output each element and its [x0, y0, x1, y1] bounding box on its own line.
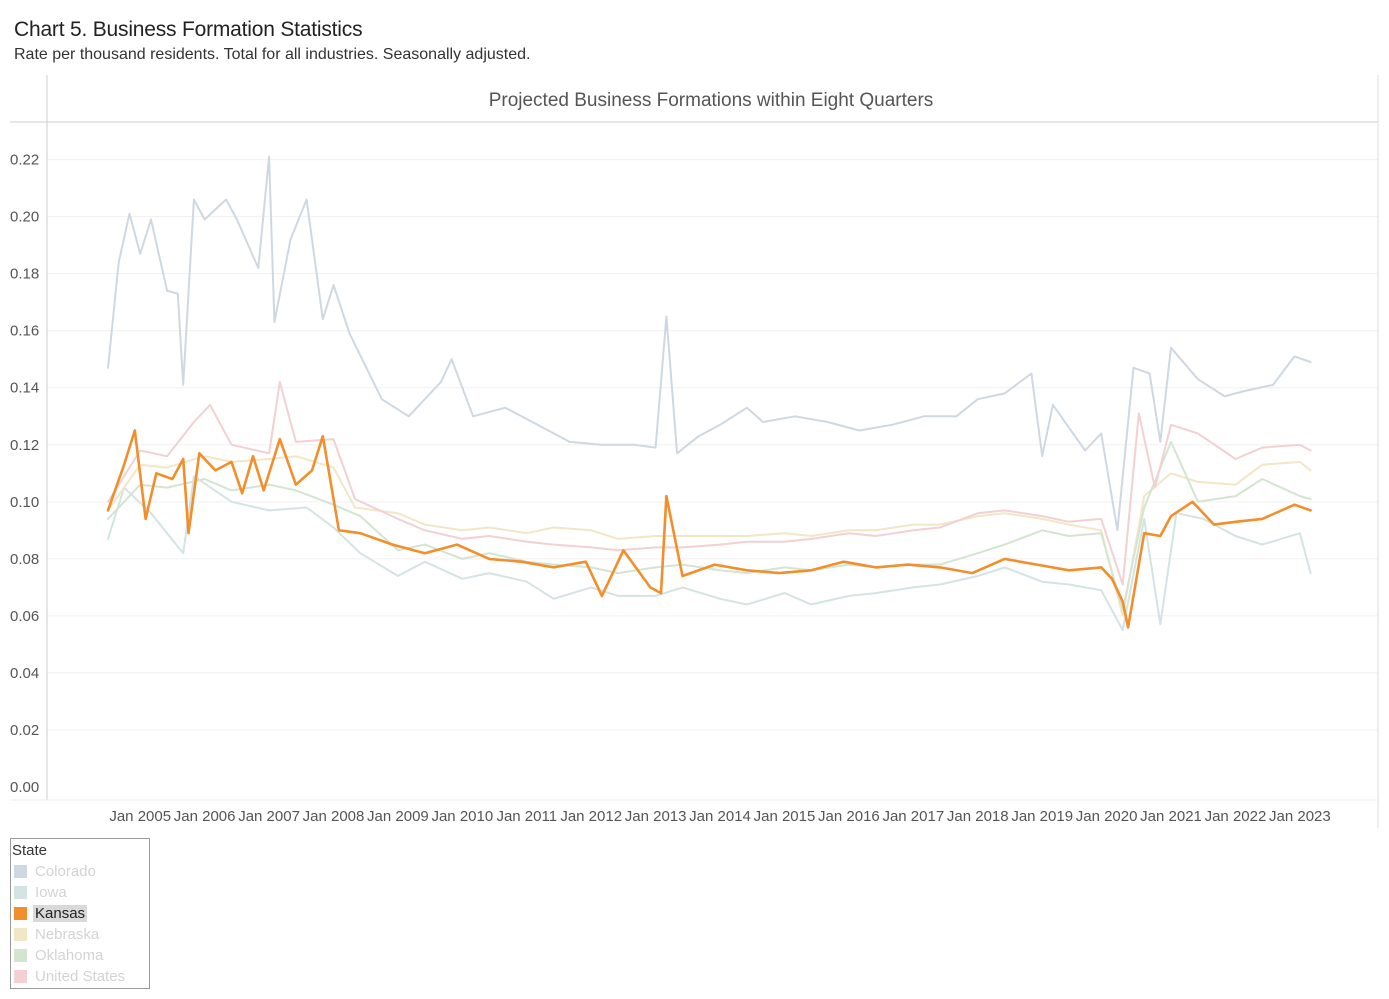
legend-item-kansas[interactable]: Kansas [14, 904, 88, 923]
legend-swatch [14, 970, 27, 983]
x-tick-label: Jan 2015 [754, 808, 816, 825]
x-tick-label: Jan 2023 [1269, 808, 1331, 825]
legend-item-united-states[interactable]: United States [14, 967, 127, 986]
legend-label: Nebraska [35, 926, 100, 943]
y-tick-label: 0.06 [10, 608, 39, 625]
x-tick-label: Jan 2008 [303, 808, 365, 825]
y-tick-label: 0.08 [10, 551, 39, 568]
y-tick-label: 0.00 [10, 779, 39, 796]
y-tick-label: 0.14 [10, 380, 39, 397]
y-tick-label: 0.20 [10, 209, 39, 226]
y-tick-label: 0.02 [10, 722, 39, 739]
series-line-oklahoma[interactable] [107, 440, 1312, 612]
legend-item-nebraska[interactable]: Nebraska [14, 925, 101, 944]
gridlines [47, 159, 1378, 731]
legend-label: Iowa [35, 884, 67, 901]
chart-title: Projected Business Formations within Eig… [489, 90, 934, 111]
x-tick-label: Jan 2016 [818, 808, 880, 825]
x-tick-label: Jan 2013 [625, 808, 687, 825]
y-tick-label: 0.16 [10, 323, 39, 340]
x-tick-label: Jan 2010 [431, 808, 493, 825]
series-line-iowa[interactable] [107, 475, 1312, 632]
legend-label: Kansas [33, 905, 88, 922]
x-tick-label: Jan 2006 [174, 808, 236, 825]
legend-swatch [14, 928, 27, 941]
x-tick-label: Jan 2007 [238, 808, 300, 825]
legend-swatch [14, 865, 27, 878]
x-tick-label: Jan 2018 [947, 808, 1009, 825]
legend-item-iowa[interactable]: Iowa [14, 883, 69, 902]
legend-label: Oklahoma [35, 947, 104, 964]
legend-label: Colorado [35, 863, 96, 880]
x-tick-label: Jan 2022 [1205, 808, 1267, 825]
y-tick-label: 0.22 [10, 152, 39, 169]
x-tick-label: Jan 2005 [109, 808, 171, 825]
series-line-kansas[interactable] [106, 429, 1312, 629]
x-tick-label: Jan 2009 [367, 808, 429, 825]
legend-swatch [14, 949, 27, 962]
legend-item-oklahoma[interactable]: Oklahoma [14, 946, 105, 965]
legend-swatch [14, 907, 27, 920]
series-line-united-states[interactable] [107, 381, 1312, 586]
y-tick-label: 0.10 [10, 494, 39, 511]
page-subtitle: Rate per thousand residents. Total for a… [14, 46, 531, 63]
page-title: Chart 5. Business Formation Statistics [14, 18, 363, 41]
legend-title: State [12, 842, 48, 859]
chart-area: Projected Business Formations within Eig… [10, 75, 1379, 828]
x-tick-label: Jan 2021 [1140, 808, 1202, 825]
x-tick-label: Jan 2019 [1011, 808, 1073, 825]
legend-item-colorado[interactable]: Colorado [14, 862, 98, 881]
series-line-colorado[interactable] [107, 155, 1312, 532]
x-tick-label: Jan 2011 [496, 808, 557, 825]
series-lines [106, 155, 1312, 632]
legend: State Colorado Iowa Kansas Nebraska Oklahoma… [10, 838, 150, 989]
x-tick-label: Jan 2020 [1076, 808, 1138, 825]
legend-swatch [14, 886, 27, 899]
x-tick-label: Jan 2012 [560, 808, 622, 825]
legend-label: United States [35, 968, 126, 985]
x-tick-label: Jan 2017 [882, 808, 944, 825]
y-tick-label: 0.04 [10, 665, 39, 682]
y-tick-label: 0.18 [10, 266, 39, 283]
axes: 0.00 0.02 0.04 0.06 0.08 0.10 0.12 0.14 0.16 0.18… [10, 75, 1379, 828]
y-tick-label: 0.12 [10, 437, 39, 454]
x-tick-label: Jan 2014 [689, 808, 751, 825]
